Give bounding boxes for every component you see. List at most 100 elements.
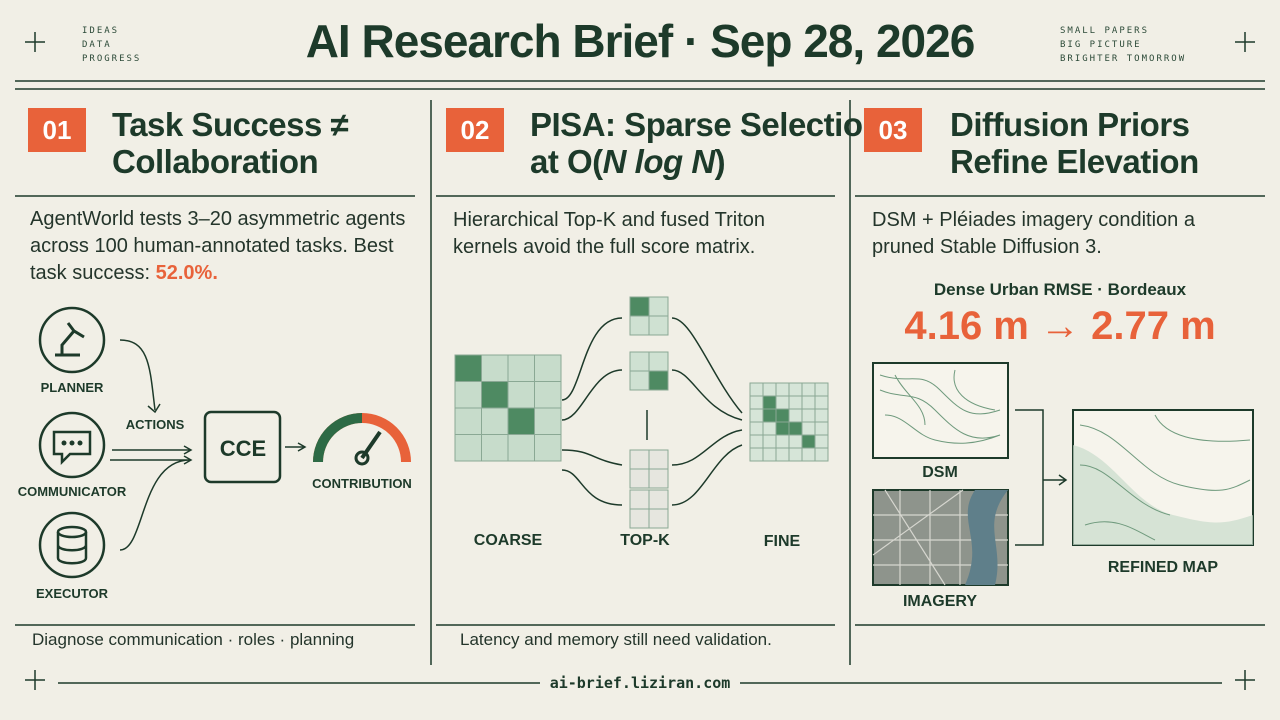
title-math: N log N — [602, 143, 715, 180]
grid-cell — [814, 408, 829, 423]
grid-cell — [629, 351, 650, 372]
grid-cell — [788, 395, 803, 410]
grid-cell — [481, 354, 509, 382]
title-line: Diffusion Priors — [950, 106, 1190, 143]
grid-cell — [629, 508, 650, 529]
role-label: PLANNER — [41, 380, 104, 395]
title-line: PISA: Sparse Selection — [530, 106, 883, 143]
grid-cell — [762, 447, 777, 462]
grid-cell — [454, 407, 482, 435]
title-text: at O( — [530, 143, 603, 180]
grid-cell — [775, 447, 790, 462]
panel-number: 03 — [864, 108, 922, 152]
grid-cell — [788, 421, 803, 436]
grid-cell — [814, 421, 829, 436]
grid-cell — [534, 434, 562, 462]
input-label: IMAGERY — [903, 593, 977, 610]
title-line: Collaboration — [112, 143, 319, 180]
grid-cell — [648, 296, 669, 317]
grid-cell — [801, 382, 816, 397]
grid-cell — [775, 382, 790, 397]
right-tags: SMALL PAPERS BIG PICTURE BRIGHTER TOMORR… — [1060, 24, 1186, 66]
grid-cell — [801, 395, 816, 410]
grid-cell — [775, 408, 790, 423]
grid-cell — [801, 421, 816, 436]
panel-title: PISA: Sparse Selection at O(N log N) — [530, 106, 883, 180]
panel-title: Diffusion Priors Refine Elevation — [950, 106, 1199, 180]
grid-cell — [648, 468, 669, 489]
tag: BRIGHTER TOMORROW — [1060, 54, 1187, 64]
grid-cell — [762, 421, 777, 436]
title-text: ) — [714, 143, 726, 180]
role-label: COMMUNICATOR — [18, 484, 127, 499]
grid-cell — [534, 354, 562, 382]
input-label: DSM — [922, 464, 958, 481]
stage-label: COARSE — [474, 532, 543, 549]
grid-cell — [788, 382, 803, 397]
grid-cell — [454, 434, 482, 462]
hub-label: CCE — [220, 436, 266, 461]
grid-cell — [507, 434, 535, 462]
grid-cell — [481, 381, 509, 409]
grid-cell — [814, 434, 829, 449]
panel-body: Hierarchical Top-K and fused Triton kern… — [453, 209, 766, 258]
grid-cell — [481, 434, 509, 462]
grid-cell — [648, 449, 669, 470]
grid-cell — [648, 315, 669, 336]
grid-cell — [507, 407, 535, 435]
grid-cell — [507, 354, 535, 382]
grid-cell — [648, 508, 669, 529]
grid-cell — [629, 449, 650, 470]
title-line: Task Success ≠ — [112, 106, 349, 143]
stage-label: TOP-K — [620, 532, 670, 549]
grid-cell — [454, 354, 482, 382]
footer-url: ai-brief.liziran.com — [549, 674, 731, 692]
connector — [561, 317, 743, 506]
grid-cell — [788, 434, 803, 449]
output-label: REFINED MAP — [1108, 559, 1219, 576]
panel-number: 01 — [28, 108, 86, 152]
grid-cell — [749, 447, 764, 462]
panel-body: AgentWorld tests 3–20 asymmetric agents … — [30, 206, 415, 287]
grid-cell — [648, 370, 669, 391]
panel-body: DSM + Pléiades imagery condition a prune… — [872, 209, 1195, 258]
grid-cell — [762, 395, 777, 410]
grid-cell — [775, 395, 790, 410]
grid-cell — [749, 382, 764, 397]
role-label: EXECUTOR — [36, 586, 109, 601]
tag: DATA — [82, 40, 112, 50]
stage-label: FINE — [764, 533, 801, 550]
grid-cell — [629, 468, 650, 489]
grid-cell — [629, 370, 650, 391]
grid-cell — [814, 447, 829, 462]
grid-cell — [454, 381, 482, 409]
grid-cell — [762, 408, 777, 423]
grid-cell — [749, 408, 764, 423]
grid-cell — [801, 434, 816, 449]
grid-cell — [801, 447, 816, 462]
panel-note: Diagnose communication · roles · plannin… — [32, 630, 355, 649]
page-title: AI Research Brief · Sep 28, 2026 — [305, 15, 976, 67]
elevation-diagram: DSM IMAGERY REFINED MAP — [872, 362, 1254, 610]
output-label: CONTRIBUTION — [312, 476, 412, 491]
grid-cell — [775, 421, 790, 436]
grid-cell — [648, 489, 669, 510]
grid-cell — [814, 395, 829, 410]
grid-cell — [648, 351, 669, 372]
metric: 4.16 m → 2.77 m — [904, 304, 1216, 348]
edge-label: ACTIONS — [126, 417, 185, 432]
grid-cell — [762, 382, 777, 397]
tag: IDEAS — [82, 26, 120, 36]
title-line: at O(N log N) — [530, 143, 882, 180]
sparse-diagram: COARSE TOP-K FINE — [454, 296, 829, 550]
body-text: AgentWorld tests 3–20 asymmetric agents … — [30, 208, 406, 284]
grid-cell — [762, 434, 777, 449]
grid-cell — [814, 382, 829, 397]
tag: PROGRESS — [82, 54, 142, 64]
grid-cell — [629, 296, 650, 317]
panel-title: Task Success ≠ Collaboration — [112, 106, 349, 180]
left-tags: IDEAS DATA PROGRESS — [82, 24, 141, 66]
grid-cell — [775, 434, 790, 449]
